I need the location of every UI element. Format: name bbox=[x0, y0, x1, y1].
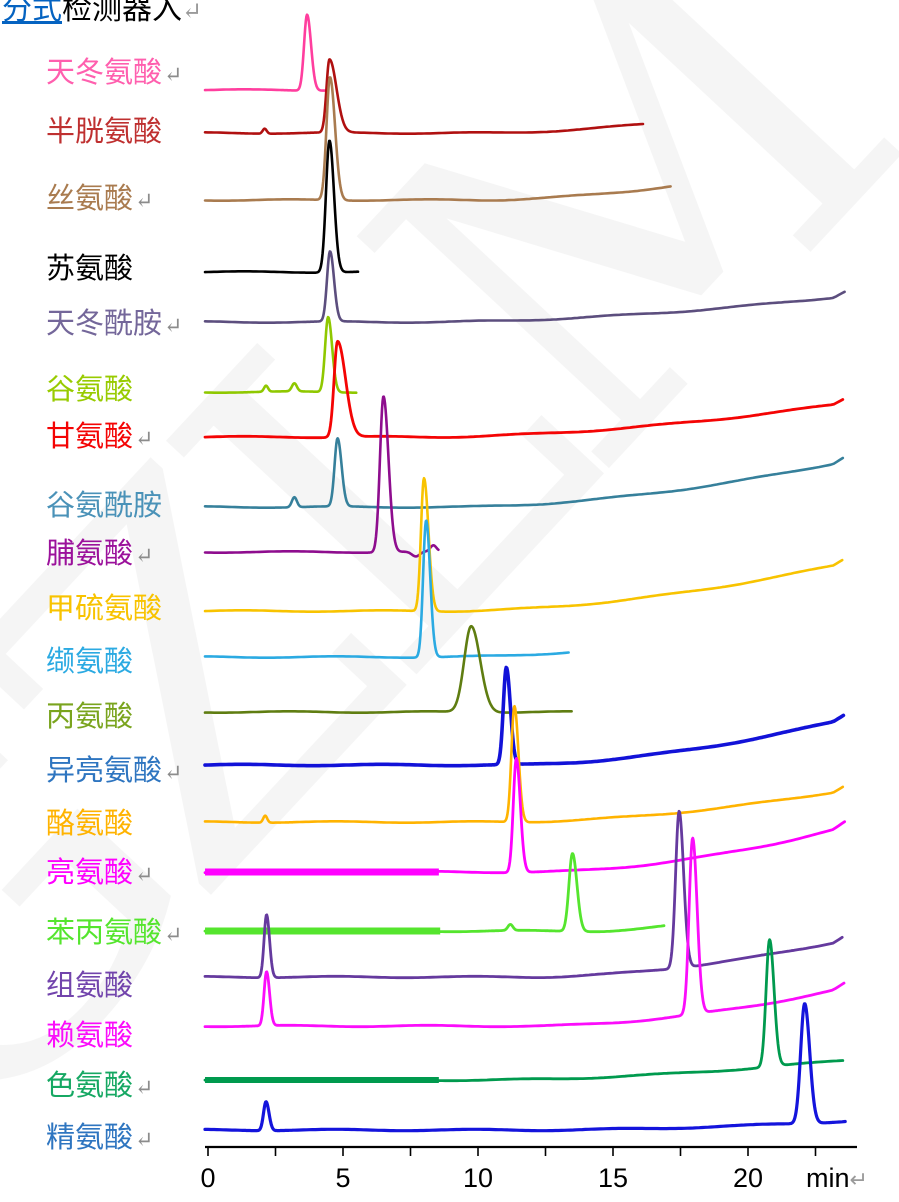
series-label: 缬氨酸 bbox=[46, 645, 133, 677]
return-mark-icon: ↵ bbox=[135, 427, 154, 452]
series-label: 甘氨酸↵ bbox=[46, 420, 153, 456]
series-label-text: 谷氨酰胺 bbox=[46, 488, 163, 522]
chromatogram-trace bbox=[203, 76, 672, 202]
series-label: 苯丙氨酸↵ bbox=[46, 916, 182, 952]
chromatogram-trace bbox=[203, 250, 846, 324]
chromatogram-trace bbox=[203, 139, 360, 274]
chromatogram-trace bbox=[203, 624, 573, 714]
x-axis bbox=[205, 1145, 857, 1156]
series-label-text: 天冬氨酸 bbox=[46, 55, 163, 89]
return-mark-icon: ↵ bbox=[164, 923, 183, 948]
chromatogram-trace bbox=[203, 665, 846, 768]
chromatogram-trace bbox=[203, 519, 570, 659]
header-trailing-text: 入 bbox=[152, 0, 182, 27]
series-label: 精氨酸↵ bbox=[46, 1121, 153, 1157]
header-plain-text: 检测器 bbox=[62, 0, 152, 27]
series-label: 苏氨酸 bbox=[46, 252, 133, 284]
x-axis-tick-label: 5 bbox=[335, 1163, 351, 1193]
chromatogram-trace bbox=[203, 852, 666, 934]
series-label: 酪氨酸 bbox=[46, 807, 133, 839]
return-mark-icon: ↵ bbox=[164, 761, 183, 786]
series-label: 谷氨酰胺 bbox=[46, 489, 162, 521]
chromatogram-trace bbox=[203, 58, 645, 135]
x-axis-unit-label: min↵ bbox=[806, 1163, 868, 1194]
series-label-text: 丙氨酸 bbox=[46, 699, 134, 733]
series-label-text: 异亮氨酸 bbox=[46, 753, 163, 787]
series-label-text: 甘氨酸 bbox=[46, 419, 134, 453]
series-label-text: 谷氨酸 bbox=[46, 372, 134, 406]
series-label: 色氨酸↵ bbox=[46, 1069, 153, 1105]
series-label: 甲硫氨酸 bbox=[46, 592, 162, 624]
x-axis-tick-label: 10 bbox=[462, 1163, 494, 1193]
series-label-text: 苏氨酸 bbox=[46, 251, 134, 285]
x-axis-tick-label: 0 bbox=[200, 1163, 216, 1193]
series-label: 异亮氨酸↵ bbox=[46, 754, 182, 790]
clipped-header-text: 分式检测器入↵ bbox=[2, 0, 202, 27]
series-label-text: 色氨酸 bbox=[46, 1068, 134, 1102]
chromatogram-trace bbox=[203, 757, 846, 875]
series-label: 半胱氨酸 bbox=[46, 115, 162, 147]
series-label: 赖氨酸 bbox=[46, 1019, 133, 1051]
chromatogram-trace bbox=[203, 476, 844, 613]
return-mark-icon: ↵ bbox=[164, 314, 183, 339]
series-label-text: 丝氨酸 bbox=[46, 181, 134, 215]
return-mark-icon: ↵ bbox=[135, 544, 154, 569]
return-mark-icon: ↵ bbox=[135, 1128, 154, 1153]
series-label: 天冬氨酸↵ bbox=[46, 56, 182, 92]
series-label-text: 组氨酸 bbox=[46, 968, 134, 1002]
series-label: 组氨酸 bbox=[46, 969, 133, 1001]
unit-text: min bbox=[806, 1163, 850, 1193]
trace-paths bbox=[203, 13, 847, 1133]
series-label-text: 脯氨酸 bbox=[46, 536, 134, 570]
series-label-text: 天冬酰胺 bbox=[46, 306, 163, 340]
return-mark-icon: ↵ bbox=[164, 63, 183, 88]
chromatogram-trace bbox=[203, 704, 845, 824]
chromatogram-trace bbox=[203, 1002, 847, 1133]
x-axis-tick-label: 20 bbox=[732, 1163, 764, 1193]
series-label: 亮氨酸↵ bbox=[46, 856, 153, 892]
series-label-text: 亮氨酸 bbox=[46, 855, 134, 889]
series-label: 丙氨酸 bbox=[46, 700, 133, 732]
chromatogram-trace bbox=[203, 938, 845, 1083]
return-mark-icon: ↵ bbox=[849, 1167, 868, 1192]
series-label: 丝氨酸↵ bbox=[46, 182, 153, 218]
return-mark-icon: ↵ bbox=[135, 1076, 154, 1101]
series-label-text: 赖氨酸 bbox=[46, 1018, 134, 1052]
series-label-text: 半胱氨酸 bbox=[46, 114, 163, 148]
header-hyperlink-text: 分式 bbox=[2, 0, 62, 27]
series-label-text: 精氨酸 bbox=[46, 1120, 134, 1154]
return-mark-icon: ↵ bbox=[135, 189, 154, 214]
series-label-text: 缬氨酸 bbox=[46, 644, 134, 678]
chromatogram-trace bbox=[203, 13, 327, 92]
chromatogram-trace bbox=[203, 809, 844, 980]
return-mark-icon: ↵ bbox=[135, 863, 154, 888]
x-axis-tick-label: 15 bbox=[597, 1163, 629, 1193]
chromatogram-trace bbox=[203, 437, 845, 509]
series-label-text: 甲硫氨酸 bbox=[46, 591, 163, 625]
series-label-text: 酪氨酸 bbox=[46, 806, 134, 840]
series-label: 天冬酰胺↵ bbox=[46, 307, 182, 343]
chromatogram-trace bbox=[203, 315, 358, 394]
series-label: 谷氨酸 bbox=[46, 373, 133, 405]
series-label-text: 苯丙氨酸 bbox=[46, 915, 163, 949]
chromatogram-trace bbox=[203, 836, 846, 1029]
series-label: 脯氨酸↵ bbox=[46, 537, 153, 573]
chromatogram-trace bbox=[203, 339, 845, 440]
return-mark-icon: ↵ bbox=[182, 0, 203, 25]
